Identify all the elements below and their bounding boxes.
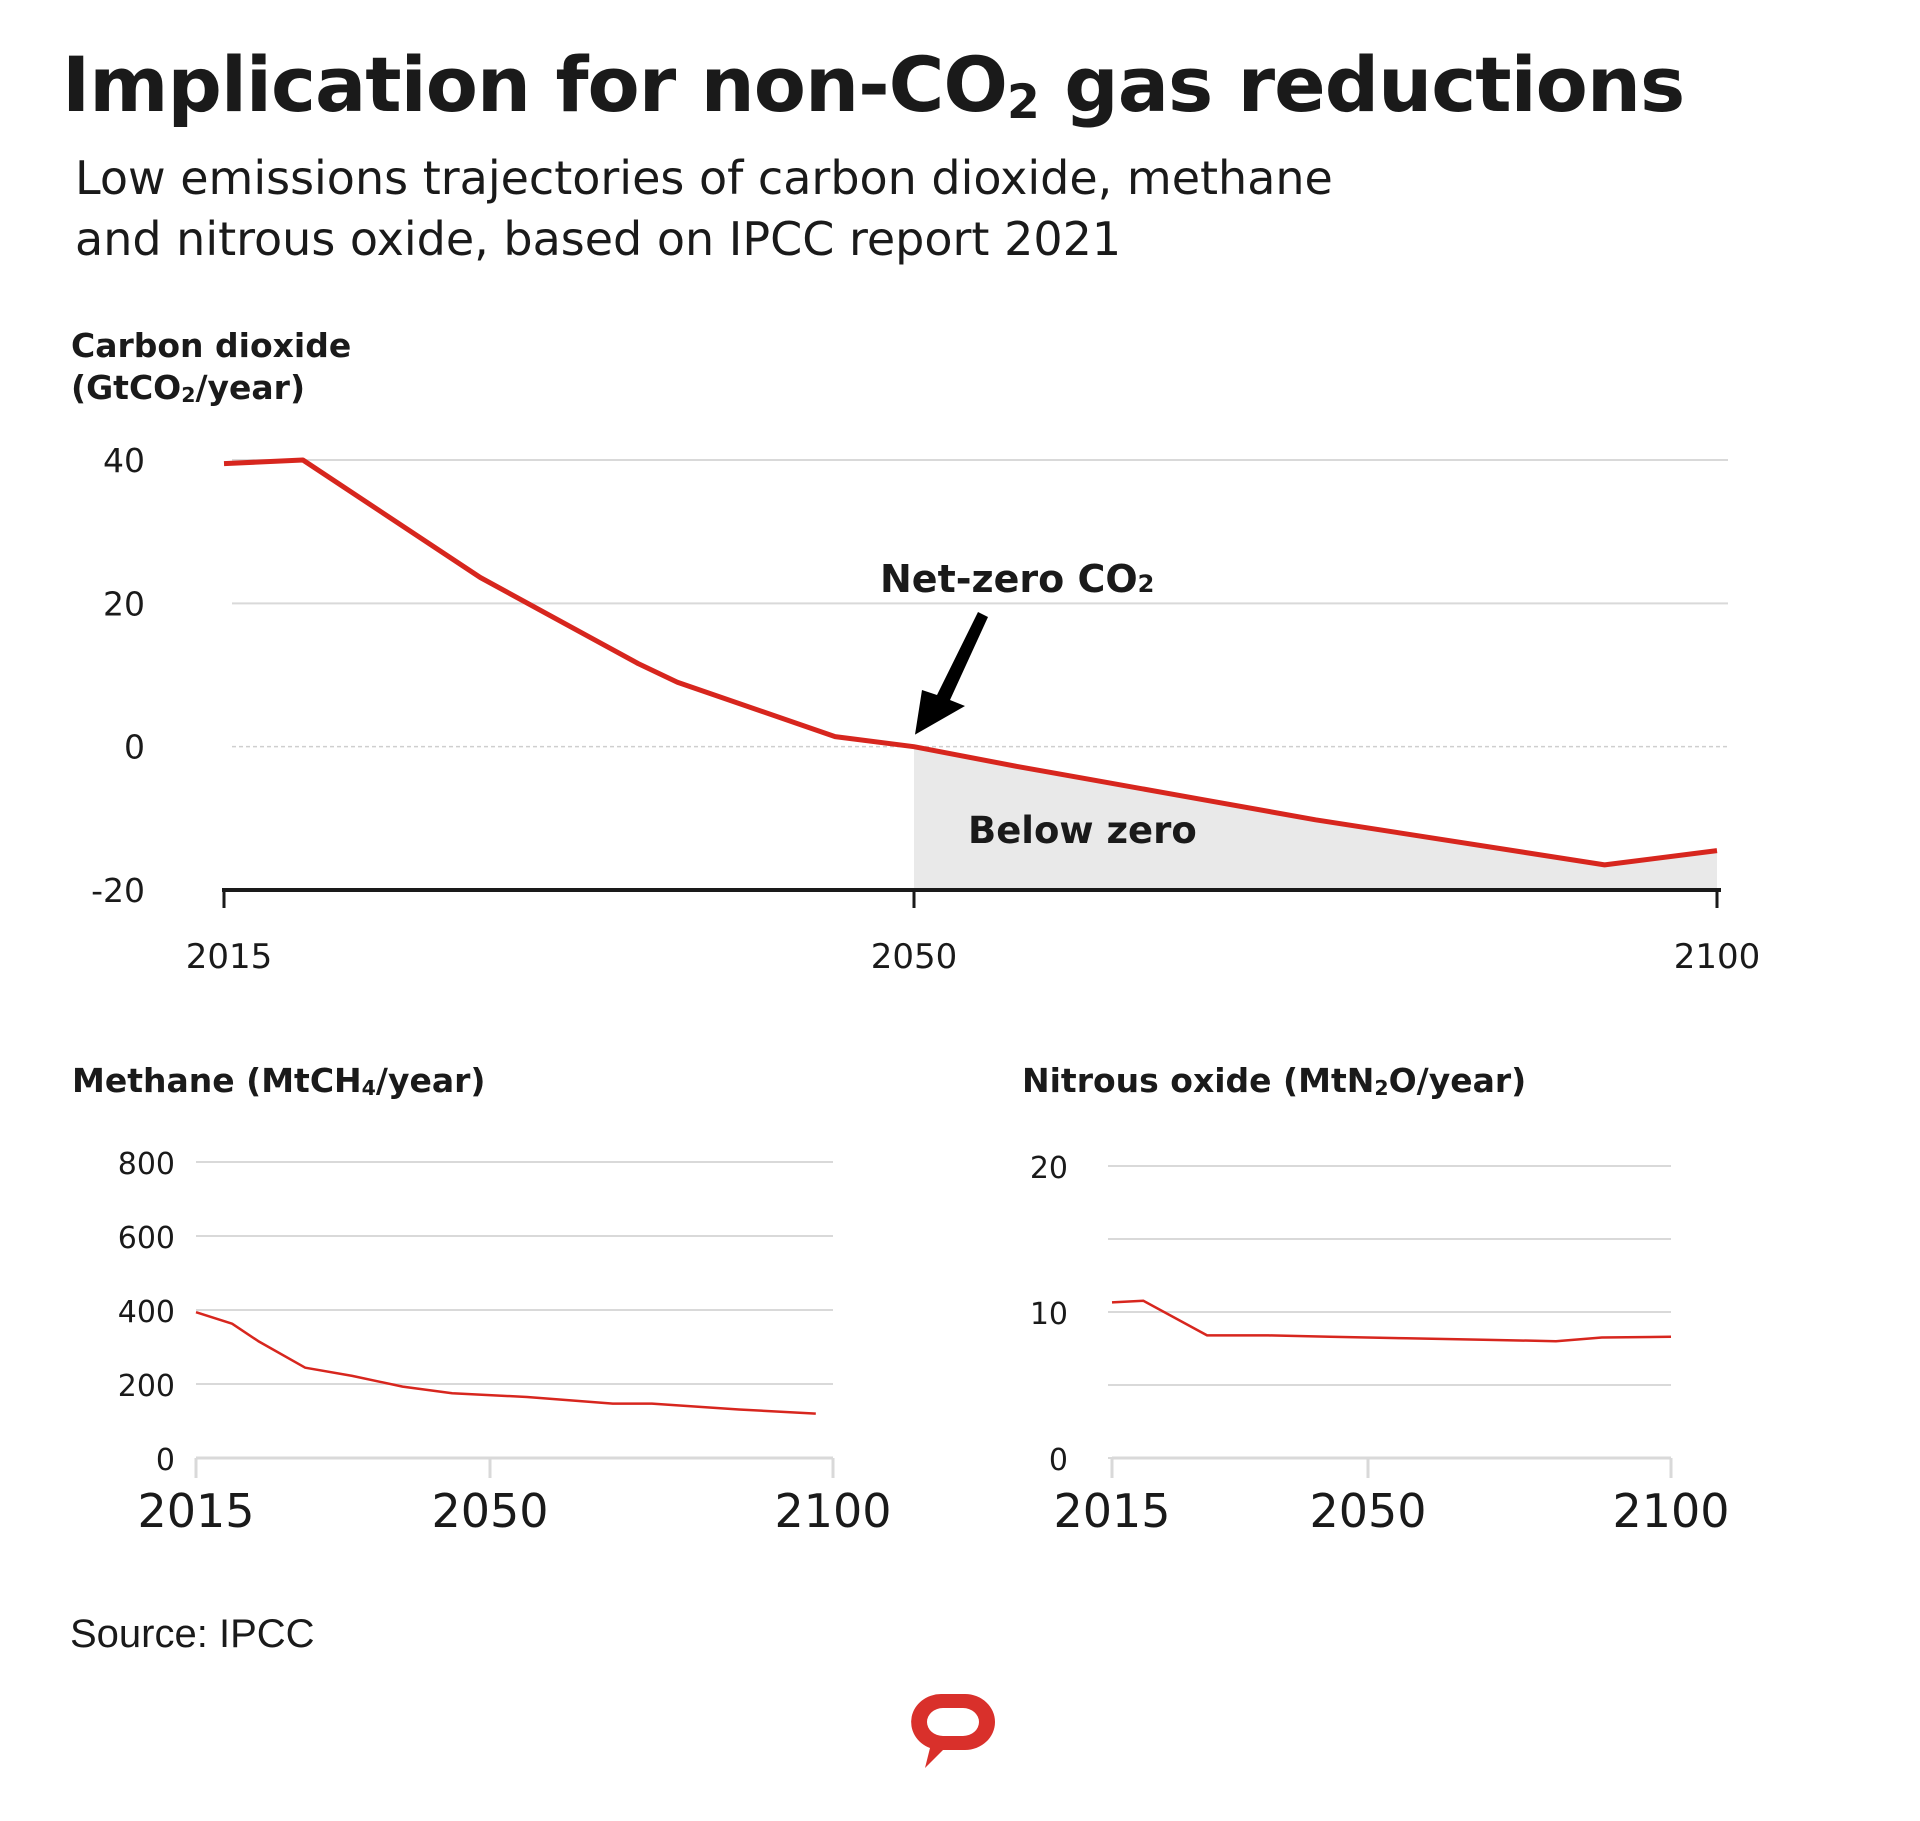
- methane-label-sub: 4: [361, 1076, 376, 1101]
- net-zero-annotation: Net-zero CO2: [880, 557, 1154, 601]
- source-note: Source: IPCC: [70, 1612, 315, 1656]
- y-tick-label: 20: [1030, 1151, 1068, 1186]
- subtitle-line-1: Low emissions trajectories of carbon dio…: [75, 151, 1333, 205]
- x-tick-label: 2100: [774, 1484, 891, 1538]
- n2o-chart: 20 10 0 2015 2050 2100: [1030, 1151, 1730, 1538]
- title-text: Implication for non-CO: [62, 40, 1008, 129]
- n2o-label-a: Nitrous oxide (MtN: [1022, 1061, 1375, 1100]
- net-zero-text: Net-zero CO: [880, 557, 1138, 601]
- methane-series-line: [195, 1311, 816, 1415]
- y-tick-label: 200: [118, 1369, 175, 1404]
- co2-unit-sub: 2: [181, 383, 196, 408]
- methane-chart: 800 600 400 200 0 2015 2050 2100: [118, 1147, 892, 1538]
- y-tick-label: 600: [118, 1221, 175, 1256]
- title-subscript: 2: [1007, 75, 1040, 131]
- y-tick-label: 20: [103, 584, 145, 623]
- co2-label-line-2: (GtCO2/year): [71, 367, 351, 409]
- chart-title: Implication for non-CO2 gas reductions: [62, 40, 1685, 131]
- y-tick-label: 0: [124, 728, 145, 767]
- net-zero-subscript: 2: [1138, 570, 1155, 598]
- y-tick-label: 40: [103, 441, 145, 480]
- title-text-end: gas reductions: [1038, 40, 1685, 129]
- co2-chart: 40 20 0 -20 2015 2050 2100 Net-zero CO2 Below ze…: [91, 441, 1760, 977]
- net-zero-arrow-icon: [915, 612, 988, 735]
- x-tick-label: 2100: [1674, 937, 1761, 977]
- co2-chart-label: Carbon dioxide (GtCO2/year): [71, 325, 351, 409]
- y-tick-label: -20: [91, 871, 145, 910]
- below-zero-area: [914, 746, 1717, 890]
- y-tick-label: 10: [1030, 1297, 1068, 1332]
- n2o-label-sub: 2: [1374, 1076, 1389, 1101]
- y-tick-label: 0: [156, 1443, 175, 1478]
- co2-series-line: [223, 457, 1718, 868]
- below-zero-label: Below zero: [968, 809, 1197, 852]
- n2o-chart-label: Nitrous oxide (MtN2O/year): [1022, 1060, 1526, 1102]
- x-tick-label: 2015: [186, 937, 273, 977]
- y-tick-label: 0: [1049, 1443, 1068, 1478]
- x-tick-label: 2050: [431, 1484, 548, 1538]
- subtitle-line-2: and nitrous oxide, based on IPCC report …: [75, 212, 1122, 266]
- speech-bubble-logo-icon: [911, 1694, 995, 1768]
- n2o-series-line: [1111, 1299, 1672, 1343]
- y-tick-label: 800: [118, 1147, 175, 1182]
- co2-label-line-1: Carbon dioxide: [71, 326, 352, 365]
- methane-label-b: /year): [375, 1061, 486, 1100]
- co2-unit-b: /year): [195, 368, 306, 407]
- x-tick-label: 2100: [1612, 1484, 1729, 1538]
- x-tick-label: 2050: [871, 937, 958, 977]
- methane-chart-label: Methane (MtCH4/year): [72, 1060, 485, 1102]
- methane-label-a: Methane (MtCH: [72, 1061, 362, 1100]
- y-tick-label: 400: [118, 1295, 175, 1330]
- n2o-label-b: O/year): [1388, 1061, 1527, 1100]
- x-tick-label: 2015: [1053, 1484, 1170, 1538]
- chart-subtitle: Low emissions trajectories of carbon dio…: [75, 148, 1575, 270]
- co2-unit-a: (GtCO: [71, 368, 182, 407]
- x-tick-label: 2050: [1309, 1484, 1426, 1538]
- x-tick-label: 2015: [137, 1484, 254, 1538]
